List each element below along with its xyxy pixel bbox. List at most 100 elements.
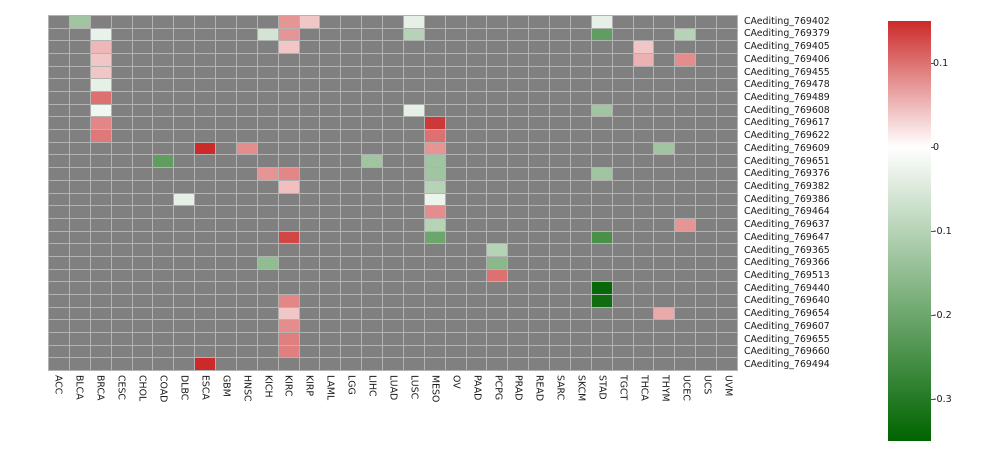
heatmap-cell xyxy=(49,155,69,168)
heatmap-cell xyxy=(424,117,445,130)
heatmap-cell xyxy=(508,54,529,66)
heatmap-cell xyxy=(90,28,111,41)
heatmap-cell xyxy=(174,54,195,66)
heatmap-cell xyxy=(696,155,717,168)
heatmap-cell xyxy=(466,345,487,358)
heatmap-cell xyxy=(529,244,550,256)
heatmap-cell xyxy=(487,206,508,218)
heatmap-cell xyxy=(69,92,90,104)
heatmap-cell xyxy=(111,218,132,231)
heatmap-cell xyxy=(529,320,550,332)
heatmap-cell xyxy=(508,66,529,79)
heatmap-cell xyxy=(174,28,195,41)
heatmap-cell xyxy=(424,130,445,142)
heatmap-cell xyxy=(195,256,216,269)
column-label: LUAD xyxy=(387,375,399,401)
heatmap-cell xyxy=(445,218,466,231)
heatmap-cell xyxy=(487,180,508,193)
heatmap-cell xyxy=(508,320,529,332)
heatmap-cell xyxy=(320,104,341,117)
heatmap-cell xyxy=(90,206,111,218)
heatmap-cell xyxy=(257,180,278,193)
heatmap-cell xyxy=(591,180,612,193)
heatmap-cell xyxy=(132,41,153,54)
heatmap-cell xyxy=(341,231,362,244)
heatmap-cell xyxy=(612,218,633,231)
heatmap-cell xyxy=(111,66,132,79)
column-label-slot: BRCA xyxy=(90,373,111,443)
heatmap-cell xyxy=(257,244,278,256)
column-label: UCEC xyxy=(680,375,692,401)
heatmap-cell xyxy=(654,218,675,231)
column-label-slot: CESC xyxy=(111,373,132,443)
column-label-slot: ESCA xyxy=(194,373,215,443)
heatmap-cell xyxy=(466,41,487,54)
heatmap-cell xyxy=(529,79,550,92)
heatmap-cell xyxy=(90,269,111,282)
heatmap-cell xyxy=(69,231,90,244)
heatmap-cell xyxy=(341,168,362,180)
heatmap-cell xyxy=(403,79,424,92)
heatmap-cell xyxy=(236,218,257,231)
heatmap-cell xyxy=(111,142,132,155)
heatmap-cell xyxy=(529,104,550,117)
heatmap-cell xyxy=(341,307,362,320)
heatmap-cell xyxy=(174,294,195,307)
row-label: CAediting_769660 xyxy=(744,346,830,358)
heatmap-cell xyxy=(487,142,508,155)
heatmap-cell xyxy=(696,28,717,41)
heatmap-cell xyxy=(675,231,696,244)
heatmap-cell xyxy=(445,92,466,104)
heatmap-cell xyxy=(466,206,487,218)
heatmap-cell xyxy=(424,180,445,193)
heatmap-cell xyxy=(320,92,341,104)
row-label: CAediting_769455 xyxy=(744,66,830,78)
heatmap-cell xyxy=(236,244,257,256)
heatmap-cell xyxy=(717,345,737,358)
heatmap-cell xyxy=(69,307,90,320)
heatmap-cell xyxy=(362,28,383,41)
column-label-slot: OV xyxy=(445,373,466,443)
heatmap-cell xyxy=(216,16,236,28)
row-label: CAediting_769647 xyxy=(744,231,830,243)
heatmap-cell xyxy=(111,155,132,168)
heatmap-cell xyxy=(591,54,612,66)
row-label: CAediting_769609 xyxy=(744,142,830,154)
heatmap-cell xyxy=(49,16,69,28)
heatmap-cell xyxy=(424,282,445,294)
heatmap-cell xyxy=(403,104,424,117)
heatmap-cell xyxy=(696,269,717,282)
heatmap-cell xyxy=(299,168,320,180)
heatmap-cell xyxy=(403,206,424,218)
heatmap-cell xyxy=(675,282,696,294)
heatmap-cell xyxy=(320,41,341,54)
heatmap-cell xyxy=(383,358,403,370)
column-label-slot: HNSC xyxy=(236,373,257,443)
heatmap-cell xyxy=(49,79,69,92)
heatmap-cell xyxy=(550,66,570,79)
column-label-slot: PAAD xyxy=(466,373,487,443)
heatmap-cell xyxy=(278,358,299,370)
heatmap-cell xyxy=(508,142,529,155)
row-label: CAediting_769489 xyxy=(744,91,830,103)
heatmap-cell xyxy=(174,231,195,244)
heatmap-cell xyxy=(383,180,403,193)
heatmap-cell xyxy=(320,66,341,79)
heatmap-cell xyxy=(633,345,654,358)
heatmap-cell xyxy=(278,142,299,155)
heatmap-cell xyxy=(111,358,132,370)
heatmap-cell xyxy=(195,307,216,320)
heatmap-cell xyxy=(487,345,508,358)
row-label: CAediting_769406 xyxy=(744,53,830,65)
heatmap-cell xyxy=(466,282,487,294)
heatmap-cell xyxy=(529,142,550,155)
heatmap-cell xyxy=(403,345,424,358)
heatmap-cell xyxy=(487,41,508,54)
heatmap-cell xyxy=(445,66,466,79)
heatmap-cell xyxy=(466,54,487,66)
heatmap-cell xyxy=(591,206,612,218)
heatmap-cell xyxy=(424,155,445,168)
heatmap-cell xyxy=(696,231,717,244)
row-label: CAediting_769608 xyxy=(744,104,830,116)
heatmap-cell xyxy=(69,206,90,218)
